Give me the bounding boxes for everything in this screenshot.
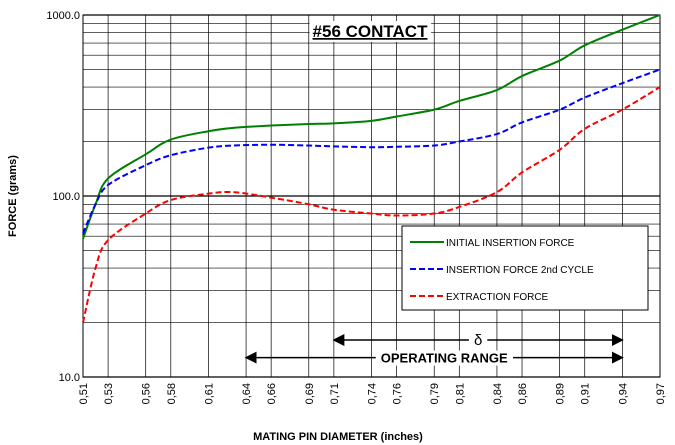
x-tick-label: 0,69: [304, 383, 316, 404]
x-axis-label: MATING PIN DIAMETER (inches): [253, 431, 423, 443]
series-line: [82, 86, 661, 323]
annotation-bg: [375, 350, 513, 366]
x-tick-label: 0,51: [78, 383, 90, 404]
x-tick-label: 0,76: [392, 383, 404, 404]
x-tick-label: 0,89: [555, 383, 567, 404]
x-tick-label: 0,86: [517, 383, 529, 404]
x-tick-label: 0,56: [141, 383, 153, 404]
annotation-bg: [468, 332, 488, 350]
x-tick-label: 0,61: [203, 383, 215, 404]
y-tick-label: 1000.0: [46, 10, 80, 22]
plot-frame: [82, 14, 661, 378]
x-tick-label: 0,64: [241, 383, 253, 404]
x-tick-label: 0,74: [367, 383, 379, 404]
x-tick-label: 0,79: [429, 383, 441, 404]
series-line: [82, 68, 661, 234]
x-tick-label: 0,66: [266, 383, 278, 404]
chart-title: #56 CONTACT: [313, 22, 429, 41]
x-tick-label: 0,91: [580, 383, 592, 404]
annotation: OPERATING RANGE: [381, 351, 508, 366]
title-box: [309, 21, 432, 42]
y-tick-label: 10.0: [59, 372, 80, 384]
legend-label: INSERTION FORCE 2nd CYCLE: [446, 265, 594, 276]
series-line: [82, 14, 661, 240]
x-tick-label: 0,97: [655, 383, 667, 404]
annotation: δ: [474, 332, 482, 349]
legend-label: INITIAL INSERTION FORCE: [446, 238, 575, 249]
x-tick-label: 0,81: [454, 383, 466, 404]
x-tick-label: 0,58: [166, 383, 178, 404]
x-tick-label: 0,94: [617, 383, 629, 404]
x-tick-label: 0,71: [329, 383, 341, 404]
x-tick-label: 0,53: [103, 383, 115, 404]
y-axis-label: FORCE (grams): [7, 155, 19, 237]
legend-label: EXTRACTION FORCE: [446, 292, 549, 303]
x-tick-label: 0,84: [492, 383, 504, 404]
y-tick-label: 100.0: [52, 191, 80, 203]
